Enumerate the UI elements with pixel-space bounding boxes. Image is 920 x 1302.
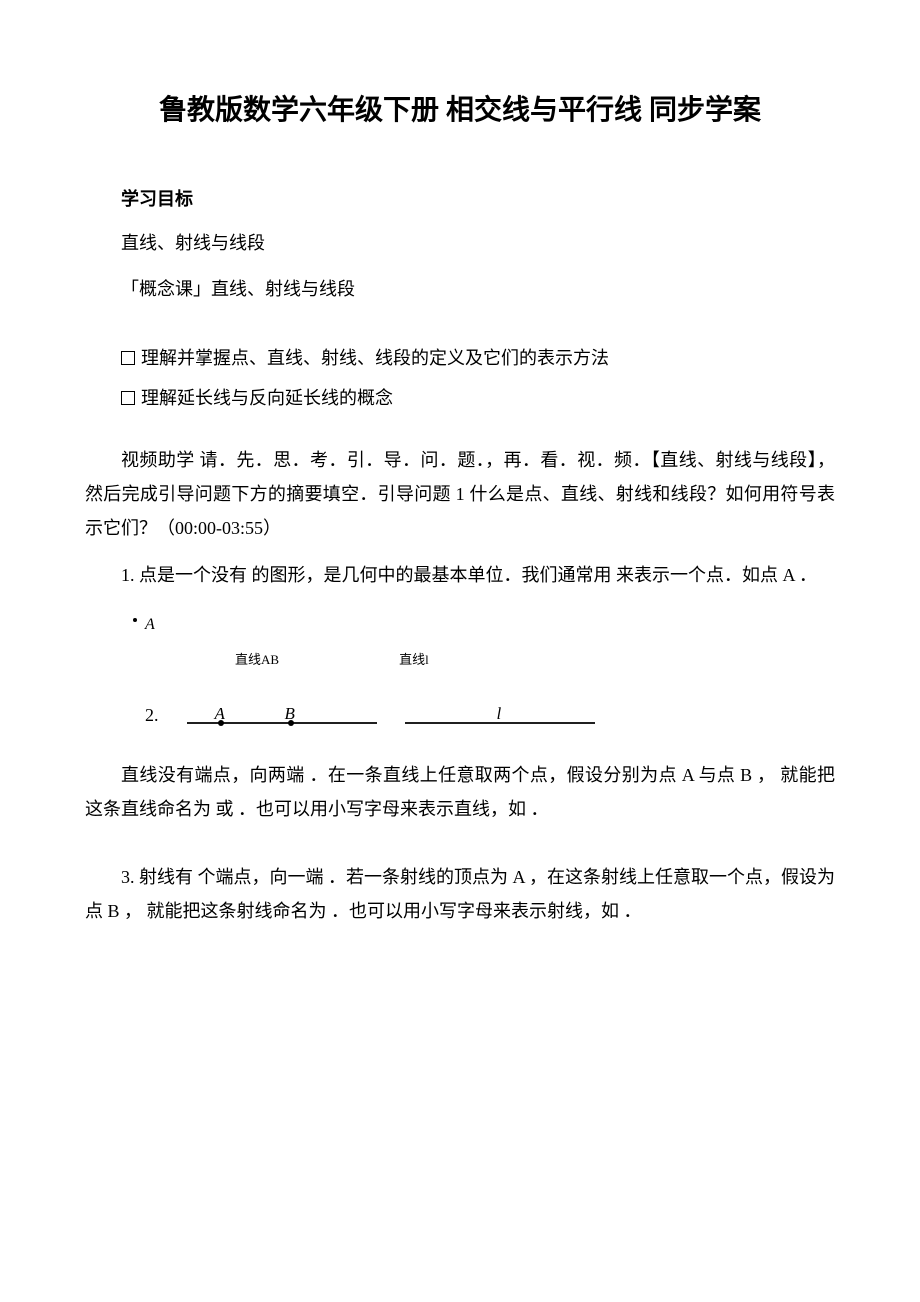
point-a-label: A: [145, 610, 155, 640]
video-help: 视频助学 请．先．思．考．引．导．问．题．，再．看．视．频．【直线、射线与线段】…: [85, 443, 835, 546]
line-row: 2. A B l: [145, 698, 595, 732]
line-ab-diagram: A B: [187, 702, 377, 728]
goal-bullet-1: 理解并掌握点、直线、射线、线段的定义及它们的表示方法: [85, 341, 835, 375]
line-topic: 直线、射线与线段: [85, 226, 835, 260]
checkbox-icon: [121, 391, 135, 405]
item-3: 3. 射线有 个端点，向一端 ．若一条射线的顶点为 A ，在这条射线上任意取一个…: [85, 860, 835, 928]
line-l-diagram: l: [405, 702, 595, 728]
goal-bullet-2: 理解延长线与反向延长线的概念: [85, 381, 835, 415]
doc-title: 鲁教版数学六年级下册 相交线与平行线 同步学案: [85, 90, 835, 132]
checkbox-icon: [121, 351, 135, 365]
line-l-svg: [405, 720, 595, 730]
line-concept: 「概念课」直线、射线与线段: [85, 272, 835, 306]
item-2-number: 2.: [145, 698, 159, 732]
line-ab-svg: [187, 720, 377, 730]
line-top-labels: 直线AB 直线l: [235, 648, 429, 673]
label-line-l: 直线l: [399, 648, 429, 673]
item-2-text: 直线没有端点，向两端 ．在一条直线上任意取两个点，假设分别为点 A 与点 B ，…: [85, 758, 835, 826]
item-1: 1. 点是一个没有 的图形，是几何中的最基本单位．我们通常用 来表示一个点．如点…: [85, 558, 835, 592]
label-line-ab: 直线AB: [235, 648, 279, 673]
heading-goals: 学习目标: [85, 182, 835, 216]
figure-lines: A 直线AB 直线l 2. A B l: [145, 610, 835, 740]
